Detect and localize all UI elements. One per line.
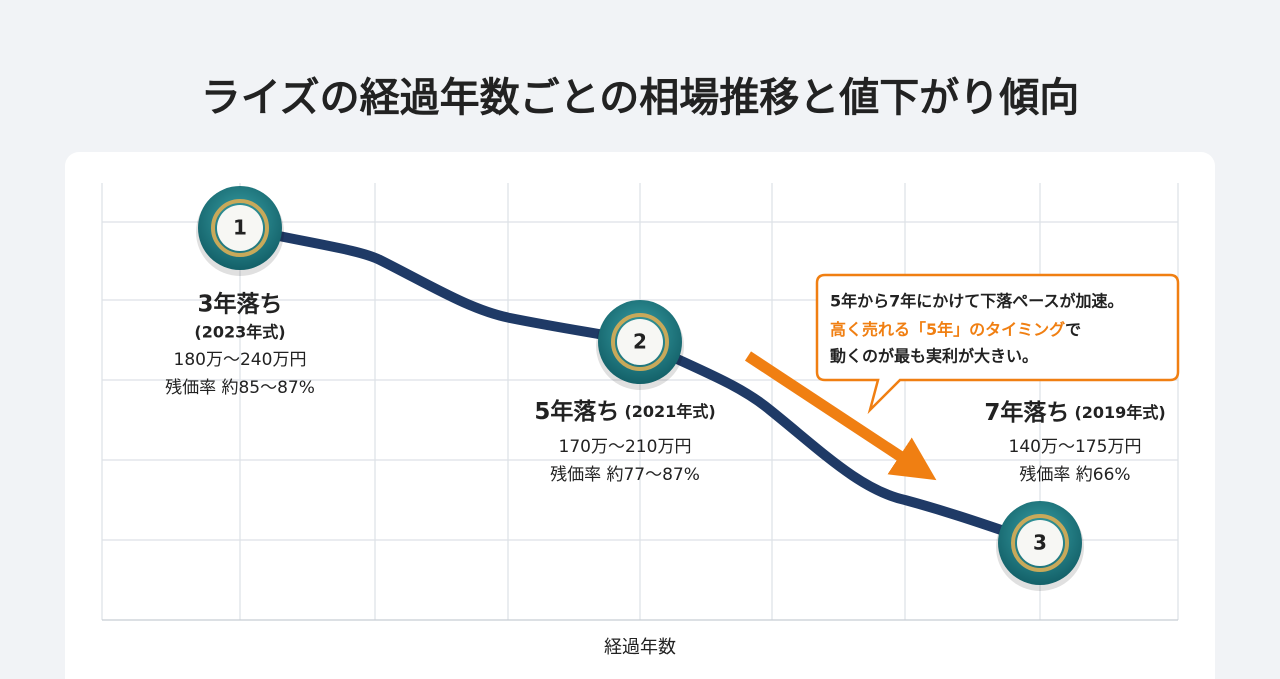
point-heading-line: 7年落ち (2019年式) [984,399,1165,426]
point-year: (2021年式) [624,402,715,421]
x-axis-label: 経過年数 [604,637,676,658]
point-residual: 残価率 約77〜87% [550,465,700,485]
node-number: 2 [633,330,647,354]
point-price: 170万〜210万円 [559,437,692,457]
callout: 5年から7年にかけて下落ペースが加速。 高く売れる「5年」のタイミングで 動くの… [815,273,1180,415]
point-heading-line: 5年落ち (2021年式) [534,398,715,425]
point-price: 180万〜240万円 [174,350,307,370]
node-number: 1 [233,216,247,240]
point-labels: 3年落ち (2023年式) 180万〜240万円 残価率 約85〜87% 5年落… [165,291,1166,486]
point-year: (2023年式) [194,323,285,342]
node-inner [617,319,663,365]
callout-highlight: 高く売れる「5年」のタイミング [830,320,1065,339]
node-ring [1011,514,1069,572]
nodes: 1 2 3 [196,186,1084,591]
point-residual: 残価率 約66% [1019,465,1130,485]
callout-text: 高く売れる「5年」のタイミングで [830,320,1081,339]
node-ring [211,199,269,257]
callout-text: 5年から7年にかけて下落ペースが加速。 [830,292,1123,311]
node-number: 3 [1033,531,1047,555]
point-price: 140万〜175万円 [1009,437,1142,457]
node-inner [217,205,263,251]
point-heading: 3年落ち [197,291,282,318]
point-heading: 5年落ち [534,398,619,425]
node-ring [611,313,669,371]
callout-text: 動くのが最も実利が大きい。 [830,347,1038,366]
title: ライズの経過年数ごとの相場推移と値下がり傾向 [201,75,1079,121]
point-heading: 7年落ち [984,399,1069,426]
point-year: (2019年式) [1074,403,1165,422]
node-inner [1017,520,1063,566]
point-residual: 残価率 約85〜87% [165,378,315,398]
arrow [744,351,937,481]
callout-text: で [1065,320,1081,339]
